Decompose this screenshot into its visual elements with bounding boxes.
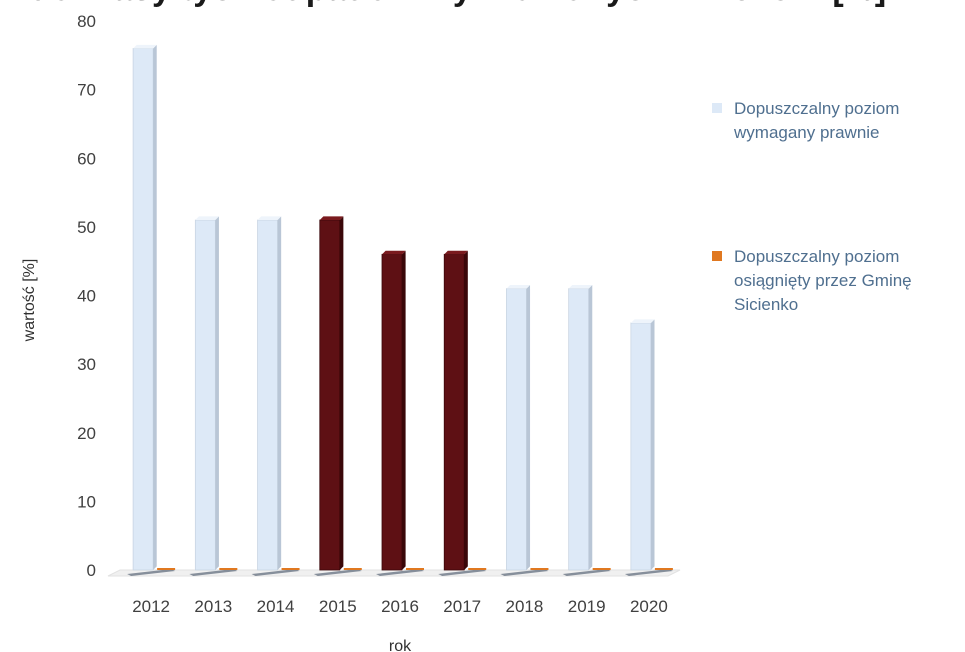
y-tick-label: 30	[77, 355, 96, 374]
bar-series-2	[468, 568, 487, 570]
y-tick-label: 40	[77, 287, 96, 306]
bar-shadow	[500, 569, 549, 576]
bar-series-2	[406, 568, 424, 570]
bar-series-1-side	[277, 216, 282, 570]
bar-series-2	[157, 568, 176, 570]
bar-series-1-side	[526, 285, 531, 570]
bar-series-2	[343, 568, 362, 570]
legend-label-1: Dopuszczalny poziom wymagany prawnie	[734, 99, 900, 142]
bar-series-2	[530, 568, 549, 570]
bar-shadow	[562, 569, 611, 576]
bar-series-1	[319, 219, 341, 571]
y-tick-label: 80	[77, 12, 96, 31]
x-tick-label: 2020	[630, 597, 668, 616]
legend-swatch-1	[712, 103, 722, 113]
x-tick-label: 2018	[506, 597, 544, 616]
bar-series-1-top	[444, 250, 468, 255]
bar-shadow	[313, 569, 362, 576]
bar-shadow	[189, 569, 238, 576]
y-tick-label: 60	[77, 149, 96, 168]
bar-shadow	[438, 569, 487, 576]
bar-series-2	[592, 568, 611, 570]
bar-series-1-side	[650, 319, 655, 570]
bar-series-1-top	[195, 216, 219, 221]
y-tick-label: 20	[77, 424, 96, 443]
bar-series-1-top	[319, 216, 344, 221]
bar-series-1	[506, 288, 527, 571]
bar-series-1-side	[588, 285, 593, 570]
bar-series-1-side	[402, 250, 406, 570]
bar-shadow	[251, 569, 300, 576]
y-axis-title: wartość [%]	[21, 259, 38, 343]
x-tick-label: 2016	[381, 597, 419, 616]
y-tick-label: 50	[77, 218, 96, 237]
x-tick-label: 2013	[194, 597, 232, 616]
bar-series-1	[630, 322, 652, 571]
bar-series-1-side	[339, 216, 344, 570]
bar-series-2	[281, 568, 300, 570]
legend-item-2: Dopuszczalny poziom osiągnięty przez Gmi…	[712, 245, 964, 317]
y-tick-label: 10	[77, 492, 96, 511]
bar-series-1	[443, 253, 465, 571]
bar-series-1	[132, 48, 154, 571]
bar-series-1-side	[464, 250, 468, 570]
bar-shadow	[127, 569, 176, 576]
y-tick-label: 70	[77, 81, 96, 100]
bar-series-1	[381, 253, 403, 571]
bar-series-1	[568, 288, 590, 571]
bar-series-1	[194, 219, 216, 571]
bar-shadow	[376, 569, 424, 576]
x-tick-label: 2019	[568, 597, 606, 616]
x-tick-label: 2014	[257, 597, 295, 616]
chart-title: do masy tych odpadów wymienionych w 2015…	[30, 0, 887, 9]
bar-series-1-top	[382, 250, 406, 255]
legend-item-1: Dopuszczalny poziom wymagany prawnie	[712, 97, 954, 145]
bar-series-1-top	[568, 285, 593, 289]
bar-shadow	[624, 569, 673, 576]
bar-series-1-top	[133, 44, 157, 49]
legend-swatch-2	[712, 251, 722, 261]
bar-series-1-side	[215, 216, 219, 570]
legend-label-2: Dopuszczalny poziom osiągnięty przez Gmi…	[734, 247, 912, 314]
bar-series-1-side	[153, 44, 157, 571]
x-tick-label: 2015	[319, 597, 357, 616]
x-axis-title: rok	[389, 638, 412, 652]
bar-series-2	[654, 568, 673, 570]
bar-series-1	[257, 219, 278, 571]
bar-series-1-top	[257, 216, 282, 221]
bar-series-2	[219, 568, 238, 570]
bar-series-1-top	[630, 319, 655, 323]
y-tick-label: 0	[87, 561, 96, 580]
x-tick-label: 2017	[443, 597, 481, 616]
x-tick-label: 2012	[132, 597, 170, 616]
bar-series-1-top	[506, 285, 531, 289]
